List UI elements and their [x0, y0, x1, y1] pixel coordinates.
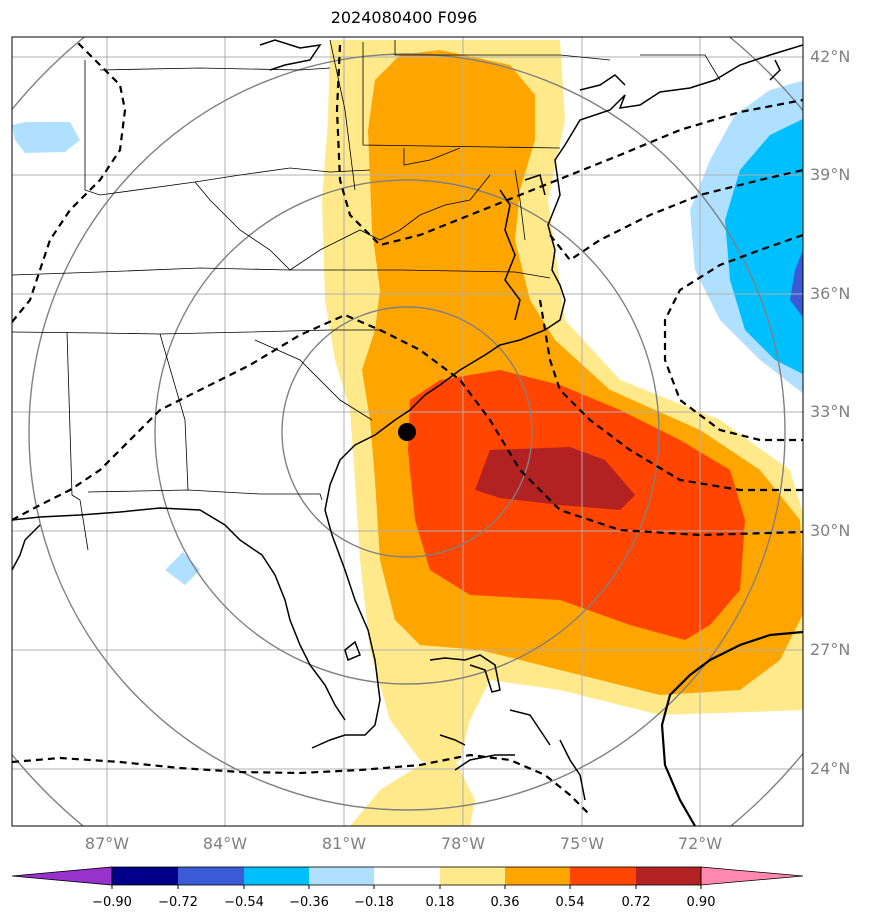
- contour-fill-royal-blue: [790, 250, 803, 318]
- state-borders: [12, 39, 721, 551]
- colorbar: [11, 866, 804, 889]
- colorbar-tick-label: 0.90: [686, 895, 716, 910]
- lat-label-27n: 27°N: [810, 640, 851, 659]
- colorbar-frame: [111, 866, 702, 886]
- colorbar-swatch-1: [112, 867, 178, 885]
- colorbar-tick-label: −0.18: [354, 895, 394, 910]
- storm-center-marker: [398, 423, 416, 441]
- colorbar-swatch-8: [570, 867, 636, 885]
- colorbar-swatch-2: [178, 867, 244, 885]
- contour-fill-light-blue-gulf: [165, 552, 200, 585]
- contour-fill-sky-blue: [725, 118, 803, 374]
- map-frame: [11, 36, 804, 827]
- colorbar-tick-label: −0.54: [224, 895, 264, 910]
- colorbar-extend-high: [700, 866, 804, 886]
- lat-label-39n: 39°N: [810, 165, 851, 184]
- lat-label-30n: 30°N: [810, 521, 851, 540]
- colorbar-swatch-3: [244, 867, 309, 885]
- lat-label-24n: 24°N: [810, 759, 851, 778]
- colorbar-swatch-9: [636, 867, 701, 885]
- lon-label-84w: 84°W: [202, 834, 248, 853]
- lat-label-33n: 33°N: [810, 402, 851, 421]
- dashed-contours: [12, 39, 803, 816]
- solid-contour: [660, 630, 803, 826]
- map-title: 2024080400 F096: [330, 8, 478, 27]
- lat-label-42n: 42°N: [810, 47, 851, 66]
- colorbar-tick-label: 0.54: [555, 895, 585, 910]
- colorbar-tick-label: −0.36: [289, 895, 329, 910]
- contour-fill-light-blue-nw: [12, 122, 80, 153]
- colorbar-tick-label: 0.18: [425, 895, 455, 910]
- lon-label-72w: 72°W: [677, 834, 723, 853]
- lon-label-81w: 81°W: [321, 834, 367, 853]
- colorbar-tick-label: −0.72: [158, 895, 198, 910]
- colorbar-swatch-6: [440, 867, 505, 885]
- gridlines: [12, 37, 803, 826]
- colorbar-swatch-7: [505, 867, 570, 885]
- colorbar-tick-label: −0.90: [92, 895, 132, 910]
- colorbar-tick-label: 0.72: [621, 895, 651, 910]
- colorbar-swatch-4: [309, 867, 374, 885]
- lat-label-36n: 36°N: [810, 284, 851, 303]
- colorbar-swatch-5: [374, 867, 440, 885]
- colorbar-extend-low: [11, 866, 113, 886]
- lon-label-78w: 78°W: [440, 834, 486, 853]
- lon-label-75w: 75°W: [559, 834, 605, 853]
- coastlines: [12, 39, 803, 801]
- lon-label-87w: 87°W: [84, 834, 130, 853]
- colorbar-tick-label: 0.36: [490, 895, 520, 910]
